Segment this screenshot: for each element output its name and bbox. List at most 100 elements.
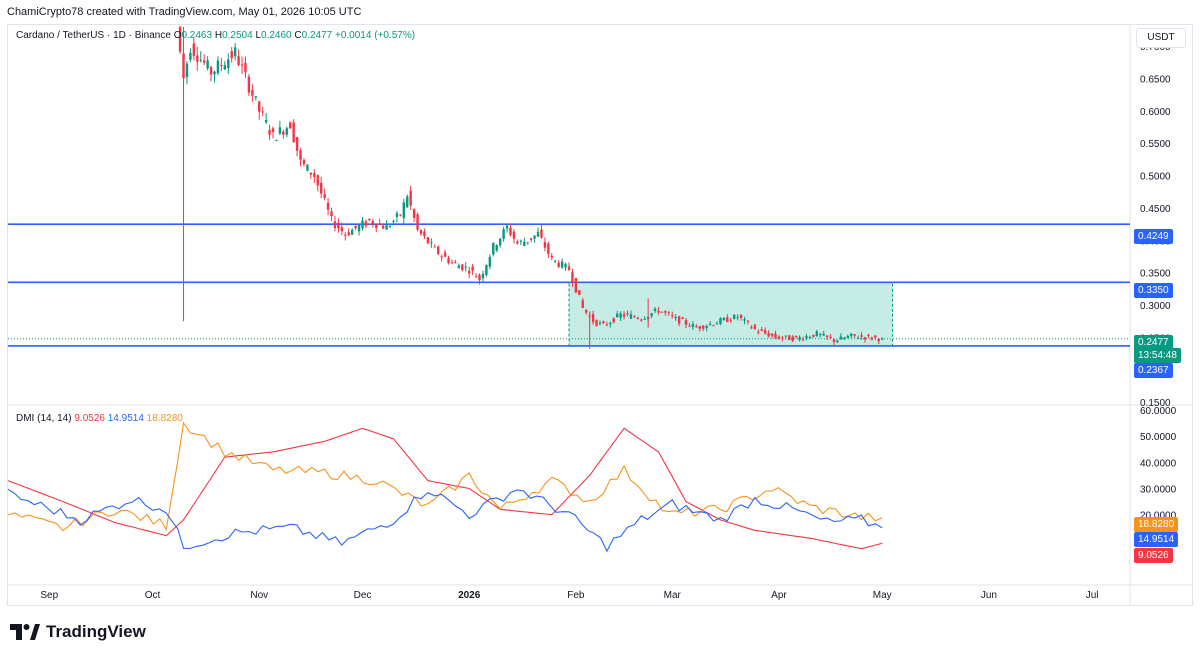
open-value: 0.2463	[181, 30, 213, 41]
tradingview-logo-text: TradingView	[46, 622, 146, 641]
candle-body	[299, 150, 302, 160]
candle-body	[340, 227, 344, 232]
candle-body	[664, 311, 667, 313]
price-chart[interactable]: 0.70000.65000.60000.55000.50000.45000.40…	[0, 0, 1200, 606]
candle-body	[516, 241, 519, 244]
chart-frame	[7, 24, 1193, 606]
candle-body	[337, 222, 340, 229]
candle-body	[805, 336, 808, 339]
candle-body	[292, 122, 295, 142]
candle-body	[705, 325, 708, 329]
candle-body	[364, 221, 368, 226]
candle-body	[199, 59, 202, 61]
candle-body	[467, 270, 471, 274]
dmi-line-di	[7, 421, 883, 532]
candle-body	[794, 335, 798, 338]
candle-body	[729, 319, 732, 321]
candle-body	[309, 172, 313, 175]
candle-body	[846, 336, 849, 338]
candle-body	[622, 314, 626, 317]
candle-body	[660, 311, 664, 313]
candle-body	[533, 235, 536, 239]
candle-body	[739, 314, 743, 318]
candle-body	[839, 336, 843, 340]
candle-body	[843, 337, 846, 340]
dmi-tick-label: 60.0000	[1140, 406, 1177, 417]
dmi-title: DMI (14, 14)	[16, 413, 72, 424]
candle-body	[395, 213, 399, 218]
time-axis-label: Mar	[664, 590, 682, 601]
candle-body	[605, 324, 609, 326]
candle-body	[392, 220, 395, 222]
candle-body	[368, 218, 371, 221]
candle-body	[560, 261, 564, 268]
dmi-line-adx	[7, 488, 883, 553]
time-axis-label: 2026	[458, 590, 481, 601]
candle-body	[481, 273, 485, 279]
candle-body	[399, 214, 402, 216]
candle-body	[722, 317, 726, 321]
candle-body	[612, 318, 615, 323]
high-label: H	[214, 30, 223, 41]
candle-body	[732, 314, 736, 319]
candle-body	[330, 211, 333, 217]
candle-body	[674, 316, 677, 319]
candle-body	[578, 290, 581, 295]
candle-body	[357, 224, 361, 232]
candle-body	[529, 238, 533, 240]
candle-body	[815, 331, 819, 337]
candle-body	[856, 337, 860, 339]
candle-body	[825, 335, 829, 337]
candle-body	[209, 67, 213, 75]
candle-body	[244, 62, 247, 73]
candle-body	[375, 223, 378, 228]
candle-body	[602, 321, 605, 324]
candle-body	[870, 337, 874, 340]
candle-body	[633, 316, 636, 318]
price-tick-label: 0.3500	[1140, 269, 1171, 280]
candle-body	[333, 221, 337, 229]
candle-body	[595, 319, 598, 326]
candle-body	[863, 337, 867, 340]
chart-attribution: ChamiCrypto78 created with TradingView.c…	[7, 6, 362, 18]
candle-body	[598, 322, 602, 324]
candle-body	[289, 122, 292, 129]
candle-body	[271, 128, 275, 133]
candle-body	[629, 314, 633, 319]
candle-body	[523, 241, 526, 246]
footer: TradingView	[0, 606, 1200, 657]
level-tag-0.2367: 0.2367	[1134, 363, 1173, 378]
candle-body	[557, 262, 560, 267]
candle-body	[640, 319, 643, 321]
tradingview-logo[interactable]: TradingView	[10, 622, 146, 642]
candle-body	[361, 220, 364, 229]
time-axis-label: Apr	[771, 590, 787, 601]
minus-di-tag: 9.0526	[1134, 548, 1173, 563]
candle-body	[829, 336, 832, 339]
candle-body	[695, 326, 698, 328]
candle-body	[791, 336, 794, 342]
candle-body	[230, 51, 233, 59]
candle-body	[447, 258, 450, 264]
close-label: C	[294, 30, 302, 41]
time-axis-label: May	[873, 590, 892, 601]
candle-body	[550, 255, 553, 258]
candle-body	[509, 227, 512, 236]
dmi-tick-label: 40.0000	[1140, 458, 1177, 469]
currency-button[interactable]: USDT	[1136, 28, 1186, 48]
candle-body	[784, 335, 788, 337]
candle-body	[275, 140, 278, 142]
high-value: 0.2504	[222, 30, 253, 41]
candle-body	[719, 318, 722, 324]
candle-body	[474, 276, 478, 278]
dmi-tick-label: 20.0000	[1140, 511, 1177, 522]
candle-body	[264, 119, 268, 123]
candle-body	[220, 64, 223, 66]
candle-body	[567, 266, 571, 271]
candle-body	[812, 334, 815, 337]
candle-body	[471, 266, 474, 271]
candle-body	[213, 71, 216, 75]
candle-body	[412, 209, 416, 218]
candle-body	[836, 340, 839, 343]
candle-body	[519, 240, 523, 242]
